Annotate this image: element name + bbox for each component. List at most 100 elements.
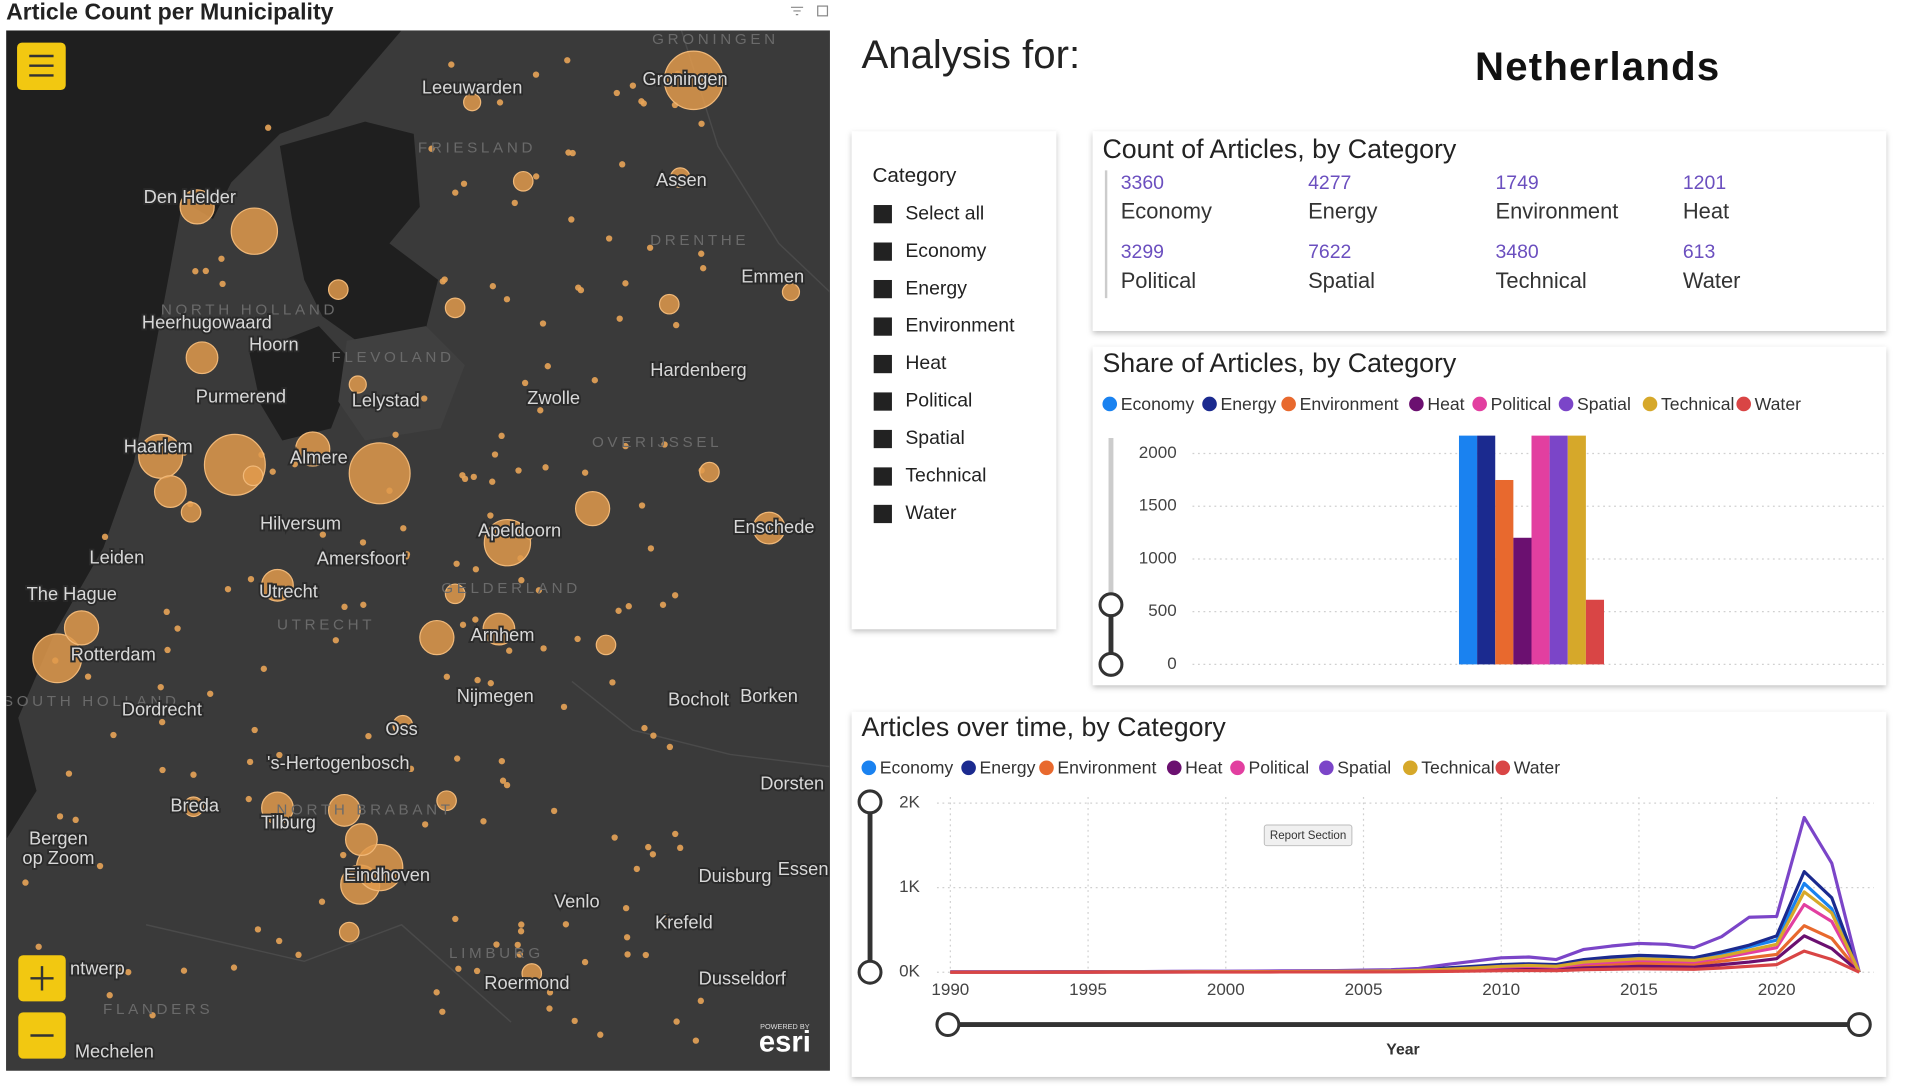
slicer-checkbox[interactable] [873, 392, 892, 411]
place-label: Hoorn [249, 333, 299, 354]
bar[interactable] [1513, 537, 1532, 665]
land [338, 326, 465, 441]
map-dot [515, 467, 522, 474]
place-label: op Zoom [22, 847, 94, 868]
map-dot [698, 120, 705, 127]
map-dot [207, 690, 214, 697]
y-tick-label: 1K [899, 877, 920, 896]
card-label: Heat [1683, 199, 1729, 224]
bar[interactable] [1531, 317, 1550, 665]
map-bubble [338, 921, 360, 943]
map-dot [319, 531, 327, 538]
region-label: GRONINGEN [652, 31, 779, 48]
slicer-checkbox[interactable] [873, 205, 892, 224]
map-dot [454, 755, 461, 762]
map-dot [110, 731, 117, 739]
map-bubble [444, 297, 466, 319]
legend-label: Heat [1185, 758, 1222, 778]
place-label: Krefeld [655, 911, 713, 932]
map-dot [359, 539, 367, 546]
map-bubble [261, 568, 294, 602]
slicer-checkbox[interactable] [873, 429, 892, 449]
slicer-item[interactable]: Water [905, 502, 957, 524]
slicer-item[interactable]: Select all [905, 202, 984, 224]
map-dot [537, 407, 544, 414]
slider-handle[interactable] [1098, 592, 1124, 618]
card-label: Technical [1495, 268, 1586, 293]
bar[interactable] [1585, 599, 1605, 665]
place-label: Leiden [89, 546, 144, 567]
map-dot [159, 766, 166, 774]
slicer-item[interactable]: Energy [905, 277, 967, 299]
slicer-item[interactable]: Environment [905, 315, 1015, 337]
slider-handle[interactable] [1846, 1012, 1872, 1038]
bar[interactable] [1495, 479, 1514, 665]
slider-handle[interactable] [857, 959, 883, 985]
map-dot [677, 844, 684, 852]
map[interactable]: GRONINGEN FRIESLAND DRENTHE NORTH HOLLAND FL… [3, 30, 830, 1071]
map-dot [671, 592, 679, 599]
map-dot [473, 967, 481, 975]
slicer-checkbox[interactable] [873, 317, 892, 336]
slicer-item[interactable]: Spatial [905, 427, 964, 449]
slicer-checkbox[interactable] [873, 242, 892, 261]
line-series[interactable] [950, 949, 1860, 974]
map-dot [230, 964, 238, 971]
map-dot [514, 941, 521, 949]
legend-marker [861, 760, 877, 776]
map-dot [245, 795, 252, 803]
slicer-checkbox[interactable] [873, 279, 892, 299]
map-bubble [203, 433, 266, 496]
visual-icons[interactable] [790, 5, 829, 17]
bar[interactable] [1567, 298, 1586, 665]
card-value: 613 [1683, 241, 1715, 263]
slider-handle[interactable] [857, 789, 883, 815]
legend-marker [1102, 396, 1118, 412]
map-dot [56, 813, 64, 820]
slicer-item[interactable]: Heat [905, 352, 947, 374]
slicer-item[interactable]: Technical [905, 465, 986, 487]
land [6, 30, 830, 1071]
legend-label: Economy [880, 758, 954, 778]
map-dot [190, 771, 197, 778]
bar[interactable] [1549, 0, 1568, 665]
map-dot [518, 577, 525, 584]
map-dot [542, 464, 549, 471]
map-dot [251, 726, 258, 734]
map-dot [472, 616, 479, 623]
slicer-checkbox[interactable] [873, 354, 892, 374]
legend-label: Heat [1427, 394, 1464, 414]
map-dot [622, 442, 629, 450]
y-tick-label: 2000 [1139, 443, 1177, 462]
slicer-checkbox[interactable] [873, 504, 892, 524]
map-dot [22, 879, 29, 886]
map-dot [597, 1031, 604, 1038]
card-value: 3360 [1121, 172, 1164, 194]
slider-handle[interactable] [935, 1012, 961, 1038]
map-dot [489, 283, 497, 290]
map-dot [360, 601, 367, 608]
place-label: Dorsten [760, 773, 824, 794]
place-label: Almere [290, 447, 348, 468]
place-label: Emmen [741, 265, 804, 286]
bar[interactable] [1477, 213, 1496, 665]
slicer-item[interactable]: Political [905, 390, 972, 412]
map-dot [332, 637, 340, 644]
legend-label: Spatial [1577, 394, 1631, 414]
map-dot [574, 635, 581, 643]
map-dot [569, 149, 576, 157]
bar[interactable] [1458, 310, 1478, 665]
legend-label: Economy [1121, 394, 1195, 414]
map-dot [448, 61, 455, 68]
slicer-title: Category [872, 164, 957, 187]
map-dot [493, 941, 500, 948]
slicer-checkbox[interactable] [873, 467, 892, 486]
place-label: Zwolle [527, 387, 580, 408]
slicer-item[interactable]: Economy [905, 240, 986, 262]
region-label: NORTH BRABANT [276, 801, 453, 818]
slider-handle[interactable] [1098, 651, 1124, 677]
legend-marker [1319, 760, 1334, 776]
map-bubble [483, 518, 532, 567]
map-dot [491, 451, 499, 458]
